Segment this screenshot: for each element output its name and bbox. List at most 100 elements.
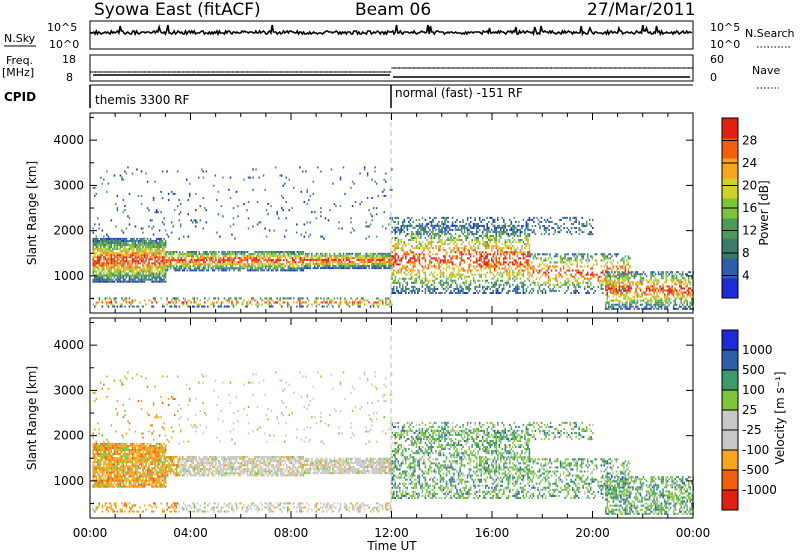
power-cell [115,242,117,244]
power-cell [379,255,381,257]
power-cell [464,261,466,263]
nave-tick-low: 0 [710,71,717,84]
power-cell [295,253,297,255]
power-cell [94,281,96,283]
power-cell [543,268,545,270]
power-cell [114,240,116,242]
power-cell [474,282,476,284]
power-cell [106,303,108,305]
power-cell [170,253,172,255]
power-cell [647,304,649,306]
power-cell [189,267,191,269]
power-cell [683,308,685,310]
power-cell [526,261,528,263]
power-cell [499,227,501,229]
power-cell [142,279,144,281]
power-cell [422,247,424,249]
power-cell [109,275,111,277]
power-cell [121,297,123,299]
power-cell [157,260,159,262]
power-cell [404,225,406,227]
power-cell [299,299,301,301]
power-cell [667,279,669,281]
power-cell [148,260,150,262]
power-cell [207,306,209,308]
power-cell [323,297,325,299]
power-cell [112,273,114,275]
power-cell [151,281,153,283]
power-cell [658,273,660,275]
power-cell [509,265,511,267]
power-cell [163,281,165,283]
power-cell [368,259,370,261]
power-cell [581,257,583,259]
power-cell [257,306,259,308]
power-cell [166,299,168,301]
power-cell [266,261,268,263]
power-cell [114,258,116,260]
power-cell [144,268,146,270]
power-cell [674,298,676,300]
power-cell [517,272,519,274]
power-cell [115,238,117,240]
power-cell [154,279,156,281]
power-cell [99,299,101,301]
power-cell [199,257,201,259]
power-cell [269,265,271,267]
power-cell [254,257,256,259]
power-cell [307,267,309,269]
power-cell [638,287,640,289]
power-cell [613,275,615,277]
power-cell [619,304,621,306]
power-cell [505,282,507,284]
power-cell [533,288,535,290]
power-cell [656,302,658,304]
power-cell [343,253,345,255]
power-cell [429,290,431,292]
power-cell [142,264,144,266]
power-cell [467,270,469,272]
power-cell [275,301,277,303]
power-cell [682,273,684,275]
power-cell [480,257,482,259]
power-cell [103,252,105,254]
power-cell [527,253,529,255]
power-cell [405,253,407,255]
power-cell [118,258,120,260]
power-cell [402,247,404,249]
power-cell [596,253,598,255]
power-cell [494,251,496,253]
power-cell [329,257,331,259]
power-cell [382,303,384,305]
power-cell [100,279,102,281]
power-cell [557,253,559,255]
power-cell [204,297,206,299]
power-cell [569,257,571,259]
power-cell [124,246,126,248]
power-cell [671,281,673,283]
power-cell [157,268,159,270]
power-cell [335,265,337,267]
power-cell [625,308,627,310]
power-cell [138,260,140,262]
power-cell [374,301,376,303]
power-cell [632,271,634,273]
power-cell [625,277,627,279]
power-cell [100,248,102,250]
power-cell [623,259,625,261]
power-cell [459,270,461,272]
power-cell [515,261,517,263]
power-cell [94,268,96,270]
power-cell [334,267,336,269]
power-cell [392,272,394,274]
power-cell [287,306,289,308]
power-cell [549,265,551,267]
power-cell [121,246,123,248]
power-cell [130,270,132,272]
power-cell [215,259,217,261]
power-cell [431,241,433,243]
power-cell [537,290,539,292]
power-cell [287,267,289,269]
power-cell [145,252,147,254]
power-cell [509,235,511,237]
